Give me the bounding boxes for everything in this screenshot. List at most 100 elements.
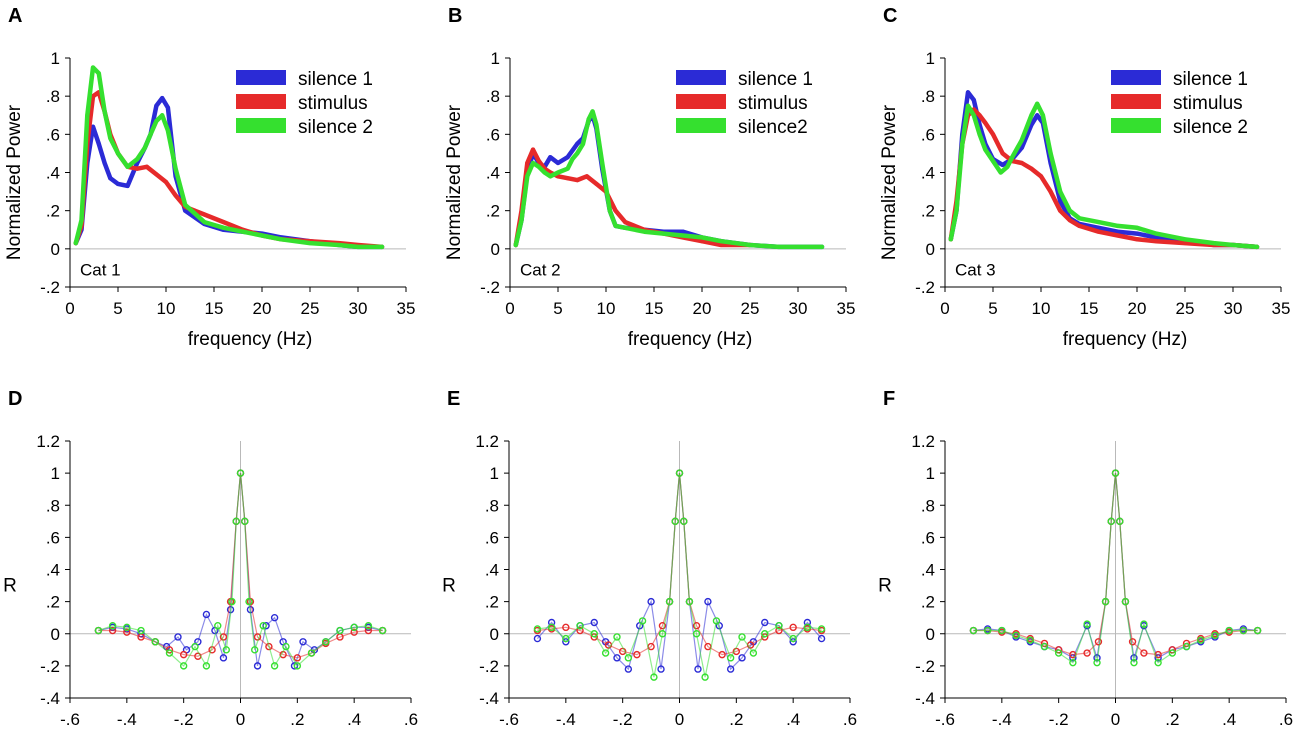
data-point [307, 649, 316, 657]
data-point [580, 141, 585, 146]
y-tick-label: 1 [51, 464, 60, 483]
data-point [222, 646, 230, 654]
series-stimulus-line [73, 90, 385, 250]
x-axis-title: frequency (Hz) [188, 329, 313, 350]
data-point [135, 157, 140, 162]
data-point [719, 239, 724, 244]
data-point [91, 65, 96, 70]
data-point [1000, 151, 1005, 156]
data-point [1035, 113, 1040, 118]
data-point [202, 610, 211, 619]
y-axis-title: Normalized Power [879, 104, 900, 260]
x-tick-label: .4 [347, 710, 361, 729]
x-axis-title: frequency (Hz) [628, 329, 753, 350]
data-point [675, 469, 684, 477]
data-point [279, 237, 284, 242]
legend-swatch [676, 94, 726, 109]
data-point [1115, 229, 1120, 234]
panel-e: E-.4-.20.2.4.6.811.2-.6-.4-.20.2.4.6Lag … [442, 388, 857, 741]
data-point [96, 141, 101, 146]
data-point [700, 239, 704, 244]
y-axis-title: R [442, 576, 456, 597]
data-point [726, 654, 735, 662]
data-point [73, 241, 78, 246]
x-tick-label: 15 [645, 299, 664, 318]
data-point [219, 654, 228, 662]
data-point [293, 662, 302, 670]
y-tick-label: 1 [491, 49, 500, 68]
data-point [991, 159, 995, 164]
x-tick-label: 0 [236, 710, 245, 729]
data-point [1048, 189, 1053, 194]
data-point [299, 638, 307, 646]
data-point [108, 626, 117, 635]
data-point [1135, 225, 1139, 230]
data-point [1040, 642, 1049, 651]
data-point [991, 132, 995, 137]
panel-letter: D [8, 388, 22, 410]
y-tick-label: .8 [486, 87, 500, 106]
data-point [657, 665, 665, 673]
data-point [594, 122, 599, 127]
data-point [658, 630, 667, 638]
y-tick-label: .6 [921, 125, 935, 144]
y-tick-label: 0 [491, 240, 500, 259]
data-point [1026, 636, 1034, 644]
data-point [607, 208, 612, 213]
data-point [796, 244, 800, 249]
cat-label: Cat 2 [520, 261, 561, 280]
data-point [694, 665, 702, 673]
y-tick-label: .4 [46, 561, 60, 580]
data-point [1093, 658, 1101, 667]
data-point [142, 145, 147, 150]
data-point [350, 628, 358, 636]
legend-swatch [676, 118, 726, 133]
data-point [576, 626, 584, 635]
legend-label: stimulus [1173, 93, 1243, 114]
data-point [623, 225, 628, 230]
data-point [775, 622, 783, 630]
data-point [590, 109, 595, 114]
x-tick-label: -.4 [556, 710, 576, 729]
data-point [1128, 638, 1137, 646]
data-point [966, 103, 971, 108]
data-point [1183, 237, 1187, 242]
y-tick-label: 1 [51, 49, 60, 68]
data-point [565, 155, 570, 160]
data-point [789, 634, 797, 643]
data-point [971, 97, 976, 102]
data-point [613, 633, 621, 641]
data-point [519, 218, 524, 223]
data-point [638, 617, 647, 625]
legend-label: silence 1 [738, 69, 813, 90]
x-tick-label: 25 [741, 299, 760, 318]
data-point [1012, 631, 1020, 640]
data-point [1211, 631, 1219, 640]
data-point [270, 662, 279, 670]
series-silence-2-line [73, 65, 385, 250]
data-point [977, 132, 982, 137]
data-point [536, 164, 541, 169]
x-tick-label: -.6 [499, 710, 519, 729]
data-point [590, 630, 598, 638]
data-point [971, 113, 976, 118]
data-point [1019, 138, 1024, 143]
y-tick-label: .4 [486, 164, 500, 183]
data-point [738, 633, 746, 641]
y-tick-label: .2 [921, 202, 935, 221]
data-point [1101, 597, 1110, 606]
data-point [191, 642, 199, 651]
data-point [102, 160, 107, 165]
data-point [165, 105, 170, 110]
data-point [1255, 244, 1259, 249]
data-point [712, 617, 721, 625]
data-point [613, 223, 618, 228]
data-point [575, 178, 580, 183]
data-point [260, 233, 264, 238]
data-point [1154, 231, 1159, 236]
series-silence-2 [948, 101, 1260, 250]
y-axis-title: R [878, 576, 892, 597]
data-point [1107, 517, 1115, 526]
